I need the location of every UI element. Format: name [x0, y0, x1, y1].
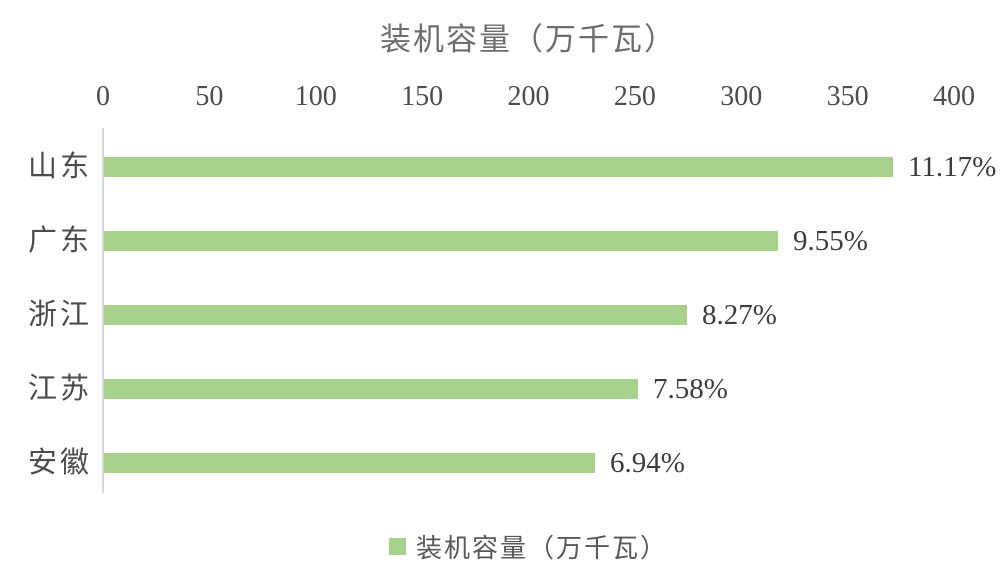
category-label: 广东 — [27, 225, 92, 257]
value-label: 6.94% — [610, 447, 685, 479]
value-label: 11.17% — [908, 151, 997, 183]
bar — [104, 157, 893, 177]
x-axis-tick-label: 300 — [720, 81, 763, 112]
bar — [104, 231, 778, 251]
x-axis-tick-label: 200 — [507, 81, 550, 112]
category-label: 江苏 — [27, 373, 92, 405]
bar — [104, 305, 687, 325]
x-axis-tick-label: 100 — [294, 81, 337, 112]
y-axis-line — [102, 128, 104, 493]
category-label: 山东 — [27, 151, 92, 183]
legend-swatch-icon — [388, 538, 406, 555]
category-label: 浙江 — [27, 299, 92, 331]
x-axis-tick-label: 350 — [826, 81, 869, 112]
x-axis-tick-label: 250 — [613, 81, 656, 112]
x-axis-tick-label: 50 — [195, 81, 224, 112]
value-label: 7.58% — [653, 373, 728, 405]
legend-label: 装机容量（万千瓦） — [415, 534, 668, 563]
bar — [104, 453, 595, 473]
x-axis-tick-label: 400 — [933, 81, 975, 112]
x-axis: 0 50 100 150 200 250 300 350 400 — [0, 80, 1002, 116]
value-label: 8.27% — [702, 299, 777, 331]
chart-title: 装机容量（万千瓦） — [380, 22, 677, 57]
x-axis-tick-label: 150 — [401, 81, 444, 112]
legend: 装机容量（万千瓦） — [103, 528, 954, 565]
x-axis-tick-label: 0 — [96, 81, 110, 112]
value-label: 9.55% — [793, 225, 868, 257]
bar — [104, 379, 638, 399]
category-label: 安徽 — [27, 447, 92, 479]
